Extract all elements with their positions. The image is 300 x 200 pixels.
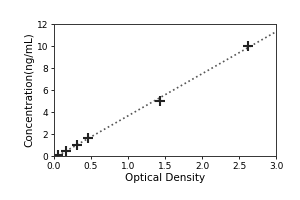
- Y-axis label: Concentration(ng/mL): Concentration(ng/mL): [24, 33, 34, 147]
- X-axis label: Optical Density: Optical Density: [125, 173, 205, 183]
